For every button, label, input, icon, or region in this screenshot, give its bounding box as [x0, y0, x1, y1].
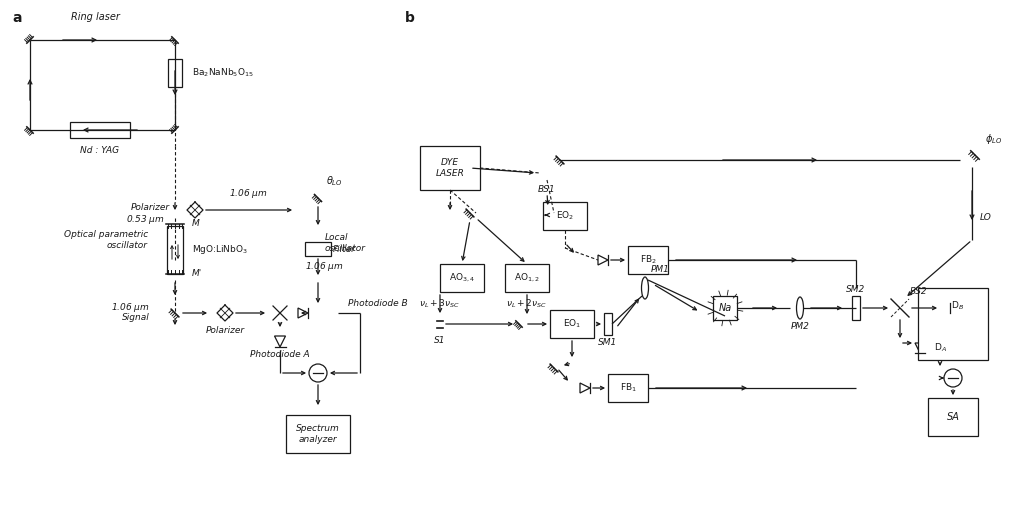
- Text: PM1: PM1: [651, 265, 670, 274]
- Text: 1.06 $\mu$m: 1.06 $\mu$m: [112, 302, 150, 314]
- Text: M': M': [193, 270, 203, 278]
- Bar: [550, 310, 594, 338]
- Text: BS1: BS1: [539, 185, 556, 194]
- Text: Photodiode B: Photodiode B: [348, 299, 408, 307]
- Bar: [543, 202, 587, 230]
- Text: BS2: BS2: [910, 287, 928, 296]
- Bar: [70, 122, 130, 138]
- Bar: [286, 415, 350, 453]
- Text: D$_A$: D$_A$: [934, 342, 947, 354]
- Bar: [305, 242, 331, 256]
- Text: MgO:LiNbO$_3$: MgO:LiNbO$_3$: [193, 243, 248, 257]
- Text: Polarizer: Polarizer: [131, 204, 170, 212]
- Text: AO$_{3,4}$: AO$_{3,4}$: [449, 272, 475, 284]
- Text: LO: LO: [980, 213, 992, 223]
- Text: Polarizer: Polarizer: [206, 326, 245, 335]
- Bar: [167, 226, 183, 274]
- Bar: [928, 398, 978, 436]
- Text: a: a: [12, 11, 22, 25]
- Bar: [852, 296, 860, 320]
- Text: $\phi_{LO}$: $\phi_{LO}$: [985, 132, 1002, 146]
- Bar: [604, 313, 612, 335]
- Text: EO$_1$: EO$_1$: [563, 318, 582, 330]
- Text: PM2: PM2: [791, 322, 809, 331]
- Text: D$_B$: D$_B$: [951, 300, 964, 312]
- Text: SM2: SM2: [847, 285, 865, 294]
- Text: b: b: [406, 11, 415, 25]
- Text: SA: SA: [946, 412, 959, 422]
- Text: Signal: Signal: [122, 313, 150, 323]
- Text: DYE
LASER: DYE LASER: [435, 158, 465, 178]
- Text: 0.53 $\mu$m: 0.53 $\mu$m: [126, 213, 165, 227]
- Text: M: M: [193, 219, 200, 229]
- Text: $\nu_L + 2\nu_{SC}$: $\nu_L + 2\nu_{SC}$: [507, 298, 548, 310]
- Bar: [713, 296, 737, 320]
- Text: Ba$_2$NaNb$_5$O$_{15}$: Ba$_2$NaNb$_5$O$_{15}$: [193, 67, 254, 79]
- Bar: [440, 264, 484, 292]
- Text: EO$_2$: EO$_2$: [556, 210, 574, 223]
- Text: 1.06 $\mu$m: 1.06 $\mu$m: [228, 187, 267, 200]
- Text: 1.06 $\mu$m: 1.06 $\mu$m: [305, 260, 344, 273]
- Bar: [420, 146, 480, 190]
- Text: Local
oscillator: Local oscillator: [325, 233, 366, 252]
- Text: S1: S1: [434, 336, 445, 345]
- Text: AO$_{1,2}$: AO$_{1,2}$: [514, 272, 540, 284]
- Text: Optical parametric
oscillator: Optical parametric oscillator: [63, 230, 148, 250]
- Text: Filter: Filter: [333, 244, 356, 253]
- Bar: [505, 264, 549, 292]
- Text: Spectrum
analyzer: Spectrum analyzer: [296, 424, 340, 443]
- Text: FB$_1$: FB$_1$: [620, 382, 637, 394]
- Text: $\nu_L + 3\nu_{SC}$: $\nu_L + 3\nu_{SC}$: [420, 298, 461, 310]
- Text: $\theta_{LO}$: $\theta_{LO}$: [326, 174, 343, 188]
- Bar: [168, 59, 182, 87]
- Text: Ring laser: Ring laser: [71, 12, 120, 22]
- Text: Photodiode A: Photodiode A: [250, 350, 310, 359]
- Text: SM1: SM1: [598, 338, 617, 347]
- Bar: [918, 288, 988, 360]
- Text: FB$_2$: FB$_2$: [640, 254, 656, 266]
- Text: Nd : YAG: Nd : YAG: [81, 146, 120, 155]
- Text: Na: Na: [719, 303, 731, 313]
- Bar: [628, 246, 668, 274]
- Bar: [608, 374, 648, 402]
